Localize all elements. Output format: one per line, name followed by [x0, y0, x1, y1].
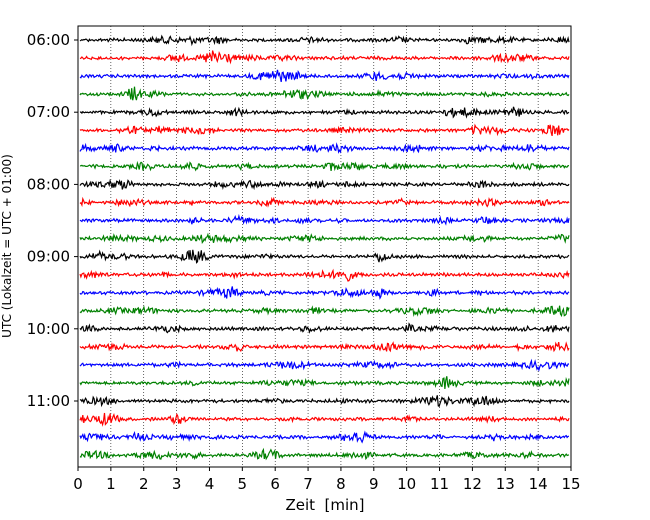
x-tick-label: 1 — [106, 475, 116, 493]
x-tick-label: 13 — [496, 475, 515, 493]
x-axis-ticks: 0 1 2 3 4 5 6 7 8 9 10 11 12 13 14 15 — [73, 467, 581, 493]
trace-row — [79, 178, 570, 191]
x-tick-label: 12 — [463, 475, 482, 493]
trace-row — [79, 305, 570, 318]
trace-row — [79, 232, 570, 245]
trace-row — [79, 358, 569, 372]
trace-row — [79, 447, 570, 461]
y-tick-label: 10:00 — [27, 320, 70, 338]
x-tick-label: 10 — [397, 475, 416, 493]
trace-row — [79, 123, 570, 137]
trace-row — [79, 34, 570, 47]
trace-row — [79, 86, 570, 101]
x-tick-label: 8 — [336, 475, 346, 493]
x-tick-label: 2 — [139, 475, 149, 493]
x-axis-label: Zeit [min] — [285, 496, 364, 514]
trace-row — [79, 395, 570, 408]
x-tick-label: 4 — [205, 475, 215, 493]
y-tick-label: 11:00 — [27, 392, 70, 410]
trace-row — [79, 160, 570, 172]
x-tick-label: 5 — [238, 475, 248, 493]
y-tick-label: 07:00 — [27, 103, 70, 121]
trace-row — [79, 142, 570, 154]
trace-row — [79, 376, 570, 390]
x-tick-label: 14 — [529, 475, 548, 493]
trace-row — [79, 286, 570, 300]
trace-row — [79, 196, 570, 208]
trace-row — [79, 412, 570, 427]
trace-row — [79, 50, 570, 65]
x-tick-label: 7 — [303, 475, 313, 493]
y-tick-label: 06:00 — [27, 31, 70, 49]
trace-row — [79, 106, 570, 119]
trace-rows — [79, 34, 570, 461]
plot-frame — [77, 25, 572, 468]
trace-row — [79, 69, 570, 83]
trace-row — [79, 213, 570, 226]
x-tick-label: 3 — [172, 475, 182, 493]
y-axis-ticks: 06:00 07:00 08:00 09:00 10:00 11:00 — [27, 31, 78, 410]
y-tick-label: 08:00 — [27, 175, 70, 193]
x-tick-label: 9 — [369, 475, 379, 493]
x-tick-label: 11 — [430, 475, 449, 493]
trace-row — [79, 322, 570, 334]
x-tick-label: 6 — [270, 475, 280, 493]
y-axis-label: UTC (Lokalzeit = UTC + 01:00) — [0, 154, 14, 338]
trace-row — [79, 268, 570, 282]
trace-row — [79, 430, 569, 444]
trace-row — [79, 249, 570, 264]
x-tick-label: 15 — [561, 475, 580, 493]
trace-row — [79, 341, 570, 353]
x-tick-label: 0 — [73, 475, 83, 493]
y-tick-label: 09:00 — [27, 248, 70, 266]
